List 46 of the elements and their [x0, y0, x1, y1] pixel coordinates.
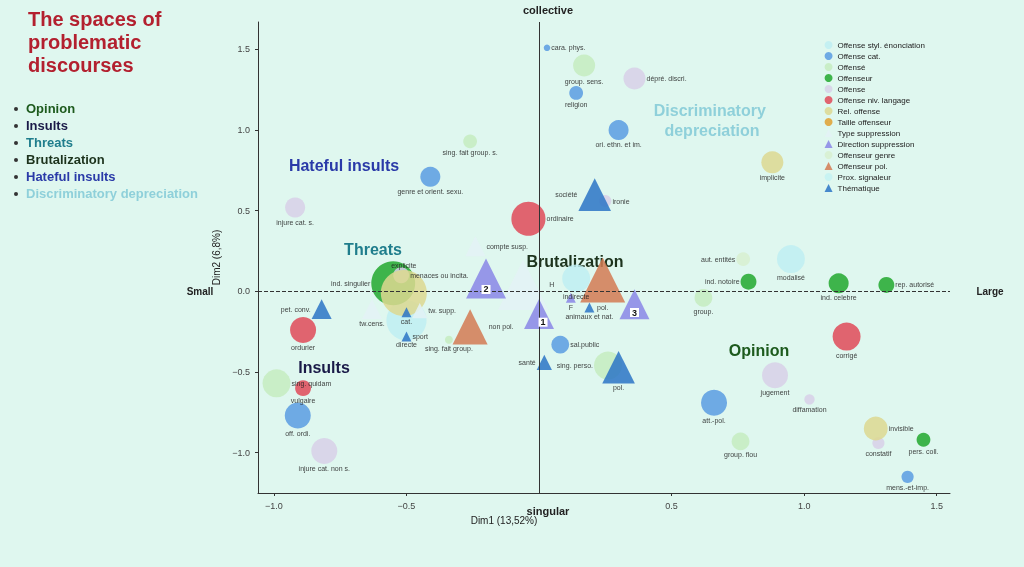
y-tick-label: −1.0: [232, 447, 250, 458]
annotation: Hateful insults: [288, 156, 400, 174]
text: singular: [526, 505, 571, 517]
text: Small: [186, 285, 214, 297]
y-tick-label: 1.0: [237, 125, 250, 136]
legend-label: Type suppression: [837, 128, 901, 138]
x-tick-label: −1.0: [265, 500, 283, 511]
text: Discriminatory depreciation: [25, 185, 198, 202]
text: Insults: [25, 117, 69, 134]
legend-label: Offense styl. énonciation: [837, 40, 926, 50]
legend-label: Taille offenseur: [837, 117, 892, 127]
text: The spaces of problematic discourses: [28, 8, 163, 77]
annotation: Threats: [344, 240, 402, 258]
legend-label: Offense cat.: [837, 51, 881, 61]
text: Brutalization: [25, 151, 106, 168]
x-tick-label: 1.0: [797, 500, 811, 511]
legend-label: Offenseur: [837, 73, 873, 83]
legend-label: Direction suppression: [837, 139, 915, 149]
text: Large: [976, 285, 1005, 297]
y-tick-label: −0.5: [232, 367, 250, 378]
x-tick-label: 1.5: [930, 500, 943, 511]
x-axis-title: Dim1 (13,52%): [470, 514, 538, 526]
legend-label: Rel. offense: [837, 106, 881, 116]
annotation: Insults: [298, 358, 350, 376]
y-tick-label: 1.5: [237, 44, 250, 55]
text: Threats: [25, 134, 74, 151]
y-axis-title: Dim2 (6,8%): [210, 229, 222, 286]
legend-label: Thématique: [837, 183, 881, 193]
legend-label: Offensé: [837, 62, 866, 72]
legend-label: Offense: [837, 84, 866, 94]
legend-label: Prox. signaleur: [837, 172, 892, 182]
x-tick-label: 0.5: [665, 500, 678, 511]
legend-label: Offenseur pol.: [837, 161, 888, 171]
y-tick-label: 0.5: [237, 205, 250, 216]
annotation: Opinion: [728, 341, 790, 359]
annotation: 3: [631, 307, 637, 318]
annotation: 1: [540, 317, 546, 328]
text: Opinion: [25, 100, 77, 117]
x-tick-label: −0.5: [397, 500, 416, 511]
text: collective: [522, 4, 574, 16]
y-tick-label: 0.0: [237, 286, 250, 297]
legend-label: Offenseur genre: [837, 150, 896, 160]
legend-label: Offense niv. langage: [837, 95, 911, 105]
annotation: 2: [483, 284, 489, 295]
text: Hateful insults: [25, 168, 117, 185]
annotation: Discriminatory depreciation: [653, 101, 771, 139]
